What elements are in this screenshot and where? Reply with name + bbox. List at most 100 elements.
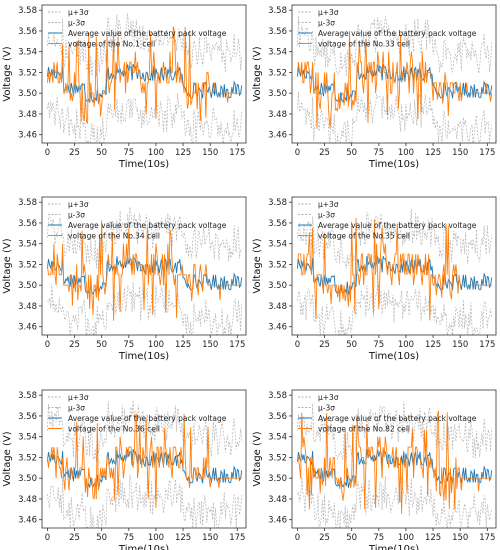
x-tick-label: 125: [425, 533, 441, 543]
y-tick-label: 3.54: [268, 433, 287, 443]
legend-label: voltage of the No.33 cell: [318, 40, 410, 49]
x-tick-label: 175: [479, 340, 495, 350]
x-tick-label: 150: [202, 148, 218, 158]
x-tick-label: 50: [346, 148, 357, 158]
x-tick-label: 50: [346, 340, 357, 350]
lower-bound-line: [297, 476, 493, 528]
y-tick-label: 3.46: [18, 516, 37, 526]
y-tick-label: 3.58: [18, 391, 37, 401]
y-tick-label: 3.50: [18, 281, 37, 291]
legend-label: voltage of the No.1 cell: [68, 40, 155, 49]
legend-label: Average value of the battery pack voltag…: [318, 221, 477, 230]
average-voltage-line: [296, 449, 493, 488]
x-tick-label: 125: [175, 148, 191, 158]
upper-bound-line: [297, 401, 493, 463]
x-tick-label: 0: [45, 533, 50, 543]
x-tick-label: 100: [148, 340, 164, 350]
x-tick-label: 150: [452, 148, 468, 158]
chart-panel: 0 25 50 75 100 125 150 175 3.46 3.48 3.50 3.52 3.54 3…: [2, 196, 247, 362]
lower-bound-line: [297, 91, 493, 143]
legend-label: μ+3σ: [318, 8, 339, 17]
y-tick-label: 3.46: [18, 131, 37, 141]
legend-label: Average value of the battery pack voltag…: [318, 414, 477, 423]
cell-voltage-line: [297, 410, 492, 514]
y-tick-label: 3.56: [268, 27, 287, 37]
legend-label: Average value of the battery pack voltag…: [68, 29, 227, 38]
x-tick-label: 175: [479, 533, 495, 543]
upper-bound-line: [297, 15, 493, 77]
chart-panel: 0 25 50 75 100 125 150 175 3.46 3.48 3.50 3.52 3.54 3…: [252, 4, 497, 170]
plot-frame: [291, 389, 497, 529]
x-tick-label: 50: [96, 148, 107, 158]
y-tick-label: 3.56: [18, 412, 37, 422]
plot-area: [296, 209, 493, 335]
chart-panel: 0 25 50 75 100 125 150 175 3.46 3.48 3.50 3.52 3.54 3…: [2, 389, 247, 550]
x-axis-label: Time(10s): [368, 159, 419, 170]
average-voltage-line: [296, 64, 493, 103]
x-tick-label: 25: [69, 533, 80, 543]
cell-voltage-line: [46, 220, 242, 321]
legend-label: Average value of the battery pack voltag…: [68, 414, 227, 423]
legend-label: μ+3σ: [68, 393, 89, 402]
x-tick-label: 150: [452, 533, 468, 543]
x-tick-label: 75: [123, 148, 134, 158]
x-tick-label: 100: [398, 148, 414, 158]
y-tick-label: 3.52: [268, 453, 287, 463]
plot-frame: [41, 4, 247, 144]
x-tick-label: 25: [69, 340, 80, 350]
y-tick-label: 3.52: [18, 260, 37, 270]
y-tick-label: 3.46: [268, 516, 287, 526]
x-tick-label: 0: [45, 148, 50, 158]
legend-label: μ+3σ: [318, 200, 339, 209]
x-tick-label: 125: [175, 340, 191, 350]
x-tick-label: 175: [229, 340, 245, 350]
x-tick-label: 0: [295, 340, 300, 350]
x-tick-label: 50: [346, 533, 357, 543]
y-axis-label: Voltage (V): [2, 431, 13, 486]
y-tick-label: 3.48: [18, 495, 37, 505]
legend-label: μ+3σ: [318, 393, 339, 402]
plot-frame: [41, 196, 247, 336]
cell-voltage-line: [296, 30, 493, 129]
x-tick-label: 75: [123, 340, 134, 350]
y-tick-label: 3.56: [268, 219, 287, 229]
y-tick-label: 3.48: [268, 495, 287, 505]
x-tick-label: 150: [202, 340, 218, 350]
x-tick-label: 75: [123, 533, 134, 543]
x-tick-label: 175: [479, 148, 495, 158]
y-tick-label: 3.52: [268, 260, 287, 270]
y-axis-label: Voltage (V): [252, 431, 263, 486]
y-tick-label: 3.50: [268, 281, 287, 291]
x-tick-label: 25: [319, 148, 330, 158]
x-axis-label: Time(10s): [118, 544, 169, 550]
y-tick-label: 3.58: [18, 198, 37, 208]
y-axis-label: Voltage (V): [252, 46, 263, 101]
legend-label: voltage of the No.34 cell: [68, 232, 160, 241]
x-tick-label: 175: [229, 148, 245, 158]
legend-label: μ+3σ: [68, 200, 89, 209]
x-axis-label: Time(10s): [118, 351, 169, 362]
legend-label: μ-3σ: [318, 19, 335, 28]
y-tick-label: 3.58: [268, 6, 287, 16]
x-tick-label: 100: [148, 148, 164, 158]
y-tick-label: 3.58: [18, 6, 37, 16]
y-tick-label: 3.54: [18, 433, 37, 443]
y-tick-label: 3.50: [18, 89, 37, 99]
lower-bound-line: [47, 475, 243, 528]
x-axis-label: Time(10s): [368, 351, 419, 362]
cell-voltage-line: [296, 217, 492, 321]
x-tick-label: 175: [229, 533, 245, 543]
x-tick-label: 50: [96, 533, 107, 543]
y-tick-label: 3.48: [18, 110, 37, 120]
plot-area: [46, 13, 243, 143]
plot-frame: [291, 196, 497, 336]
plot-area: [46, 400, 243, 528]
plot-frame: [291, 4, 497, 144]
x-tick-label: 100: [148, 533, 164, 543]
y-tick-label: 3.56: [268, 412, 287, 422]
